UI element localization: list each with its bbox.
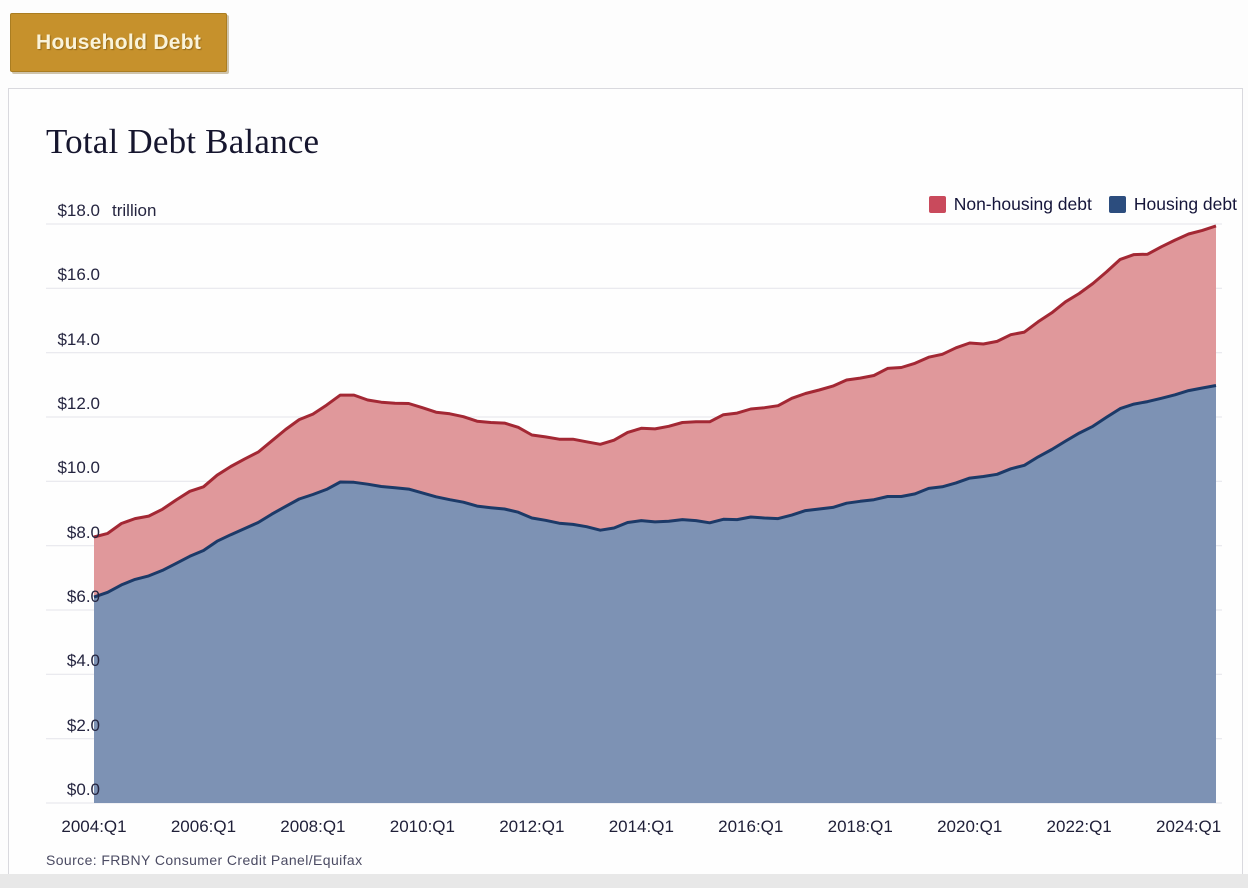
housing-swatch-icon <box>1108 196 1126 213</box>
y-tick-label: $16.0 <box>57 265 100 285</box>
legend-label-housing: Housing debt <box>1133 194 1237 214</box>
x-tick-label: 2004:Q1 <box>61 817 127 836</box>
x-tick-label: 2008:Q1 <box>280 817 346 836</box>
legend-label-non-housing: Non-housing debt <box>953 194 1092 214</box>
y-tick-label: $8.0 <box>66 522 100 542</box>
x-tick-label: 2022:Q1 <box>1046 817 1112 836</box>
x-tick-label: 2020:Q1 <box>937 817 1003 836</box>
page-bottom-strip <box>0 874 1248 888</box>
y-tick-label: $14.0 <box>57 329 100 349</box>
non-housing-swatch-icon <box>928 196 946 213</box>
chart-legend: Non-housing debt Housing debt <box>928 194 1237 215</box>
y-tick-label: $10.0 <box>57 458 100 478</box>
household-debt-tab-label: Household Debt <box>36 30 202 54</box>
housing-area[interactable] <box>94 385 1216 804</box>
x-tick-label: 2006:Q1 <box>170 817 237 836</box>
y-tick-label: $18.0 <box>57 201 100 220</box>
y-tick-label: $6.0 <box>66 587 100 606</box>
x-tick-label: 2024:Q1 <box>1156 817 1222 836</box>
x-tick-label: 2014:Q1 <box>608 817 674 836</box>
household-debt-tab[interactable]: Household Debt <box>10 13 228 72</box>
y-tick-label: $12.0 <box>57 394 100 413</box>
x-tick-label: 2012:Q1 <box>499 817 565 836</box>
chart-title: Total Debt Balance <box>46 122 320 161</box>
y-tick-label: $0.0 <box>66 780 100 799</box>
x-tick-label: 2018:Q1 <box>827 817 893 836</box>
y-axis-unit-label: trillion <box>112 201 157 220</box>
total-debt-line <box>93 224 1217 539</box>
housing-line <box>93 384 1217 599</box>
legend-item-housing[interactable]: Housing debt <box>1108 194 1237 215</box>
y-tick-label: $4.0 <box>66 651 100 671</box>
x-tick-label: 2010:Q1 <box>389 817 455 836</box>
y-tick-label: $2.0 <box>66 715 100 735</box>
legend-item-non-housing[interactable]: Non-housing debt <box>928 194 1092 215</box>
x-tick-label: 2016:Q1 <box>718 817 784 836</box>
source-note: Source: FRBNY Consumer Credit Panel/Equi… <box>46 852 363 868</box>
